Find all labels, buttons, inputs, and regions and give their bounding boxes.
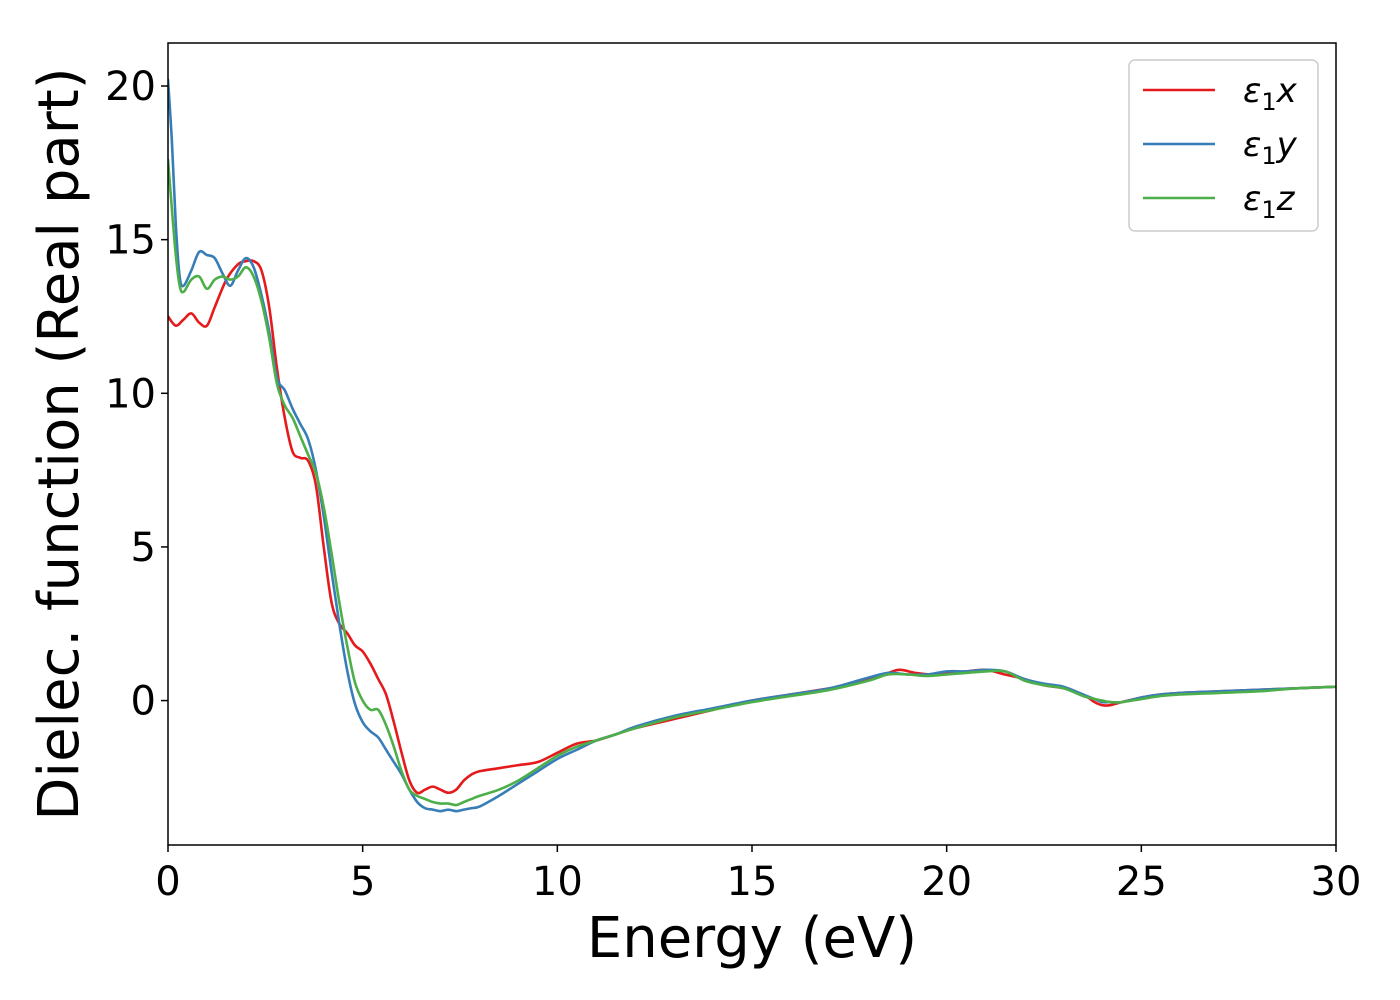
- y-tick-label: 10: [105, 371, 156, 417]
- series-line-y: [168, 78, 1336, 813]
- legend-label-y: ε1y: [1243, 125, 1298, 170]
- series-layer: [168, 78, 1336, 813]
- legend-label-z: ε1z: [1243, 179, 1296, 224]
- y-axis: 0 5 10 15 20: [105, 64, 168, 725]
- legend-box: [1128, 59, 1319, 232]
- x-axis: 0 5 10 15 20 25 30: [155, 845, 1361, 905]
- y-tick-label: 20: [105, 64, 156, 110]
- y-tick-label: 15: [105, 218, 156, 264]
- x-axis-title: Energy (eV): [587, 906, 917, 971]
- x-tick-label: 25: [1116, 859, 1167, 905]
- x-tick-label: 5: [350, 859, 375, 905]
- x-tick-label: 15: [727, 859, 778, 905]
- x-tick-label: 30: [1311, 859, 1362, 905]
- legend-label-x: ε1x: [1243, 71, 1298, 116]
- series-line-z: [168, 158, 1336, 807]
- x-tick-label: 0: [155, 859, 180, 905]
- x-tick-label: 10: [532, 859, 583, 905]
- y-tick-label: 0: [131, 679, 156, 725]
- y-axis-title: Dielec. function (Real part): [27, 67, 92, 820]
- y-tick-label: 5: [131, 525, 156, 571]
- x-tick-label: 20: [921, 859, 972, 905]
- legend: ε1x ε1y ε1z: [1128, 59, 1319, 232]
